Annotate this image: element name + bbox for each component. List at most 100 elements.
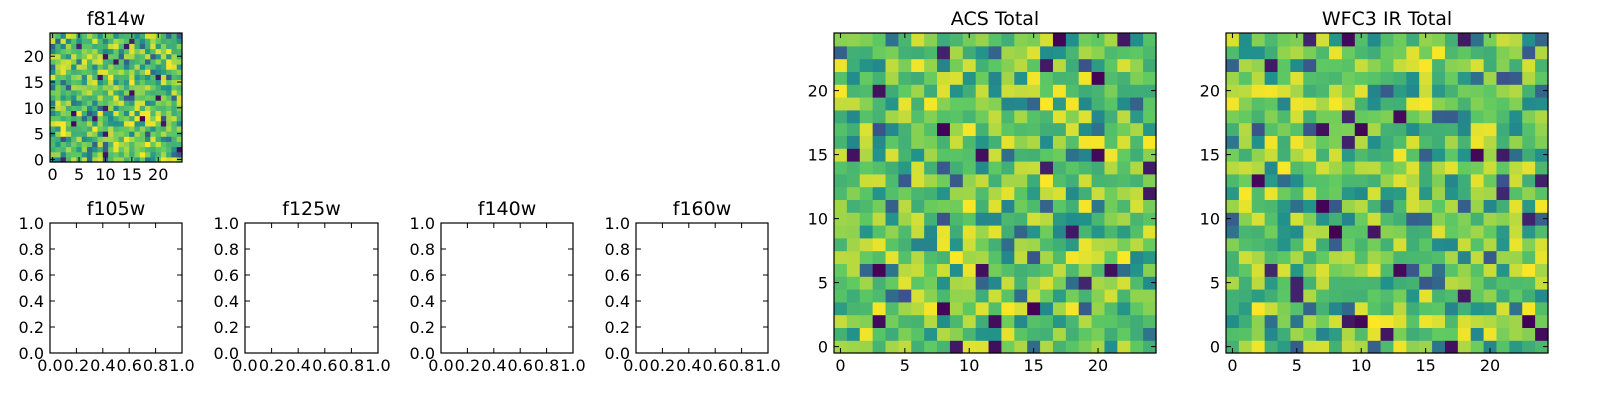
heatmap-cell — [97, 63, 104, 70]
heatmap-cell — [1078, 148, 1093, 162]
heatmap-cell — [1354, 173, 1369, 188]
heatmap-cell — [1001, 263, 1015, 277]
x-tick-label: 1.0 — [560, 356, 585, 375]
heatmap-cell — [97, 33, 104, 39]
heatmap-cell — [1226, 122, 1240, 136]
heatmap-cell — [150, 131, 157, 137]
heatmap-cell — [1419, 109, 1433, 124]
heatmap-cell — [1065, 58, 1080, 72]
heatmap-cell — [1290, 58, 1304, 72]
heatmap-cell — [92, 136, 99, 142]
heatmap-cell — [113, 115, 120, 122]
heatmap-cell — [1367, 289, 1382, 303]
y-tick-label: 0.2 — [410, 318, 435, 337]
heatmap-cell — [50, 120, 56, 127]
heatmap-cell — [975, 122, 990, 136]
heatmap-cell — [1226, 58, 1240, 72]
heatmap-cell — [166, 48, 173, 55]
x-tick-label: 0.2 — [64, 356, 89, 375]
heatmap-cell — [937, 314, 951, 328]
heatmap-cell — [1354, 45, 1369, 60]
heatmap-cell — [859, 340, 874, 354]
heatmap-cell — [171, 136, 178, 142]
heatmap-cell — [134, 100, 141, 106]
heatmap-cell — [1117, 33, 1131, 47]
heatmap-cell — [155, 53, 162, 60]
heatmap-cell — [171, 74, 178, 81]
heatmap-cell — [1238, 199, 1253, 213]
heatmap-cell — [65, 48, 72, 55]
heatmap-cell — [975, 301, 990, 316]
heatmap-cell — [1354, 161, 1369, 175]
heatmap-cell — [65, 74, 72, 81]
heatmap-cell — [1496, 45, 1510, 60]
x-tick-label: 20 — [148, 165, 168, 184]
heatmap-cell — [1380, 314, 1395, 328]
heatmap-cell — [911, 289, 925, 303]
heatmap-cell — [160, 125, 167, 132]
heatmap-cell — [1014, 276, 1028, 290]
heatmap-cell — [1457, 276, 1472, 290]
heatmap-cell — [1509, 340, 1523, 354]
heatmap-cell — [108, 146, 114, 153]
heatmap-cell — [988, 263, 1003, 277]
heatmap-cell — [97, 131, 104, 137]
heatmap-cell — [1014, 212, 1028, 226]
heatmap-cell — [129, 48, 136, 55]
heatmap-cell — [885, 186, 899, 200]
heatmap-cell — [872, 327, 887, 341]
heatmap-cell — [1143, 173, 1157, 188]
heatmap-cell — [885, 250, 899, 264]
heatmap-cell — [1264, 135, 1279, 149]
heatmap-cell — [872, 314, 887, 328]
heatmap-cell — [97, 58, 104, 65]
heatmap-cell — [962, 237, 977, 252]
heatmap-cell — [846, 225, 861, 239]
heatmap-cell — [1470, 33, 1485, 47]
heatmap-cell — [898, 237, 912, 252]
heatmap-cell — [1251, 301, 1266, 316]
heatmap-cell — [988, 250, 1003, 264]
heatmap-cell — [988, 199, 1003, 213]
heatmap-cell — [898, 173, 912, 188]
heatmap-cell — [113, 38, 120, 44]
heatmap-cell — [885, 301, 899, 316]
heatmap-cell — [1432, 263, 1446, 277]
heatmap-cell — [1329, 276, 1343, 290]
heatmap-cell — [1238, 122, 1253, 136]
heatmap-cell — [123, 33, 130, 39]
heatmap-cell — [1380, 186, 1395, 200]
heatmap-cell — [975, 58, 990, 72]
heatmap-cell — [1329, 45, 1343, 60]
heatmap-cell — [1483, 122, 1498, 136]
x-tick-label: 0.2 — [650, 356, 675, 375]
heatmap-cell — [1264, 71, 1279, 85]
heatmap-cell — [846, 122, 861, 136]
heatmap-cell — [145, 63, 151, 70]
x-tick-label: 0.6 — [702, 356, 727, 375]
x-tick-label: 20 — [1088, 356, 1108, 375]
heatmap-cell — [1367, 161, 1382, 175]
x-tick-label: 0.4 — [481, 356, 506, 375]
heatmap-cell — [1226, 340, 1240, 354]
heatmap-cell — [1432, 173, 1446, 188]
heatmap-cell — [1078, 45, 1093, 60]
heatmap-cell — [975, 45, 990, 60]
heatmap-cell — [92, 131, 99, 137]
heatmap-cell — [1432, 250, 1446, 264]
heatmap-cell — [911, 263, 925, 277]
heatmap-cell — [1483, 250, 1498, 264]
heatmap-cell — [1367, 58, 1382, 72]
heatmap-cell — [176, 33, 183, 39]
heatmap-cell — [1341, 71, 1356, 85]
heatmap-cell — [1290, 327, 1304, 341]
heatmap-cell — [1393, 161, 1407, 175]
heatmap-cell — [1065, 237, 1080, 252]
heatmap-cell — [1078, 314, 1093, 328]
heatmap-cell — [129, 84, 136, 91]
heatmap-cell — [1316, 289, 1330, 303]
heatmap-cell — [71, 74, 77, 81]
heatmap-cell — [55, 63, 62, 70]
heatmap-cell — [1444, 161, 1459, 175]
